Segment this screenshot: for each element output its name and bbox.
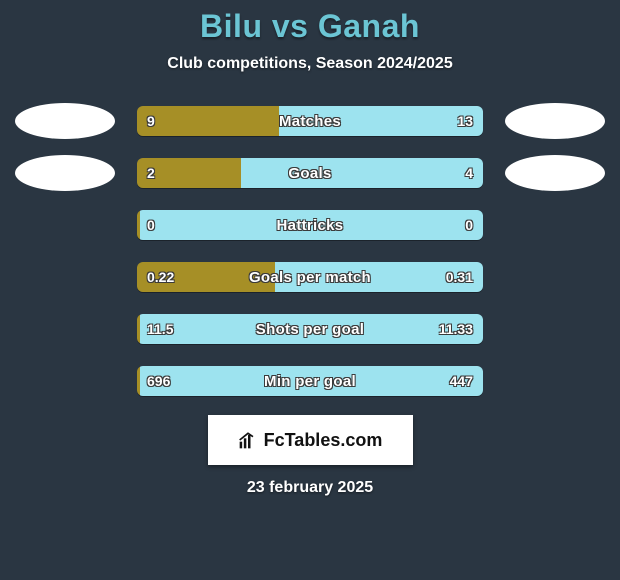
branding-badge: FcTables.com [208, 415, 413, 465]
stat-label: Hattricks [137, 210, 483, 240]
logo-spacer [15, 207, 115, 243]
logo-spacer [15, 363, 115, 399]
title-vs: vs [272, 8, 309, 44]
stat-bar: 24Goals [137, 158, 483, 188]
stat-label: Goals per match [137, 262, 483, 292]
stat-bar: 696447Min per goal [137, 366, 483, 396]
subtitle: Club competitions, Season 2024/2025 [0, 55, 620, 73]
logo-spacer [15, 311, 115, 347]
logo-spacer [505, 259, 605, 295]
chart-icon [238, 430, 258, 450]
stat-bar: 11.511.33Shots per goal [137, 314, 483, 344]
stat-row: 11.511.33Shots per goal [0, 311, 620, 347]
stat-row: 696447Min per goal [0, 363, 620, 399]
comparison-card: Bilu vs Ganah Club competitions, Season … [0, 0, 620, 497]
date-label: 23 february 2025 [0, 479, 620, 497]
team-logo-left [15, 103, 115, 139]
page-title: Bilu vs Ganah [0, 8, 620, 45]
stat-label: Min per goal [137, 366, 483, 396]
logo-spacer [15, 259, 115, 295]
team-logo-right [505, 155, 605, 191]
title-left-player: Bilu [200, 8, 262, 44]
title-right-player: Ganah [318, 8, 420, 44]
logo-spacer [505, 363, 605, 399]
stat-bar: 0.220.31Goals per match [137, 262, 483, 292]
stat-row: 24Goals [0, 155, 620, 191]
stat-row: 00Hattricks [0, 207, 620, 243]
stat-bar: 913Matches [137, 106, 483, 136]
branding-text: FcTables.com [264, 430, 383, 451]
logo-spacer [505, 311, 605, 347]
stats-list: 913Matches 24Goals 00Hattricks 0.220.31Goal… [0, 103, 620, 399]
stat-bar: 00Hattricks [137, 210, 483, 240]
stat-row: 913Matches [0, 103, 620, 139]
team-logo-right [505, 103, 605, 139]
stat-label: Shots per goal [137, 314, 483, 344]
team-logo-left [15, 155, 115, 191]
stat-label: Goals [137, 158, 483, 188]
stat-label: Matches [137, 106, 483, 136]
logo-spacer [505, 207, 605, 243]
stat-row: 0.220.31Goals per match [0, 259, 620, 295]
